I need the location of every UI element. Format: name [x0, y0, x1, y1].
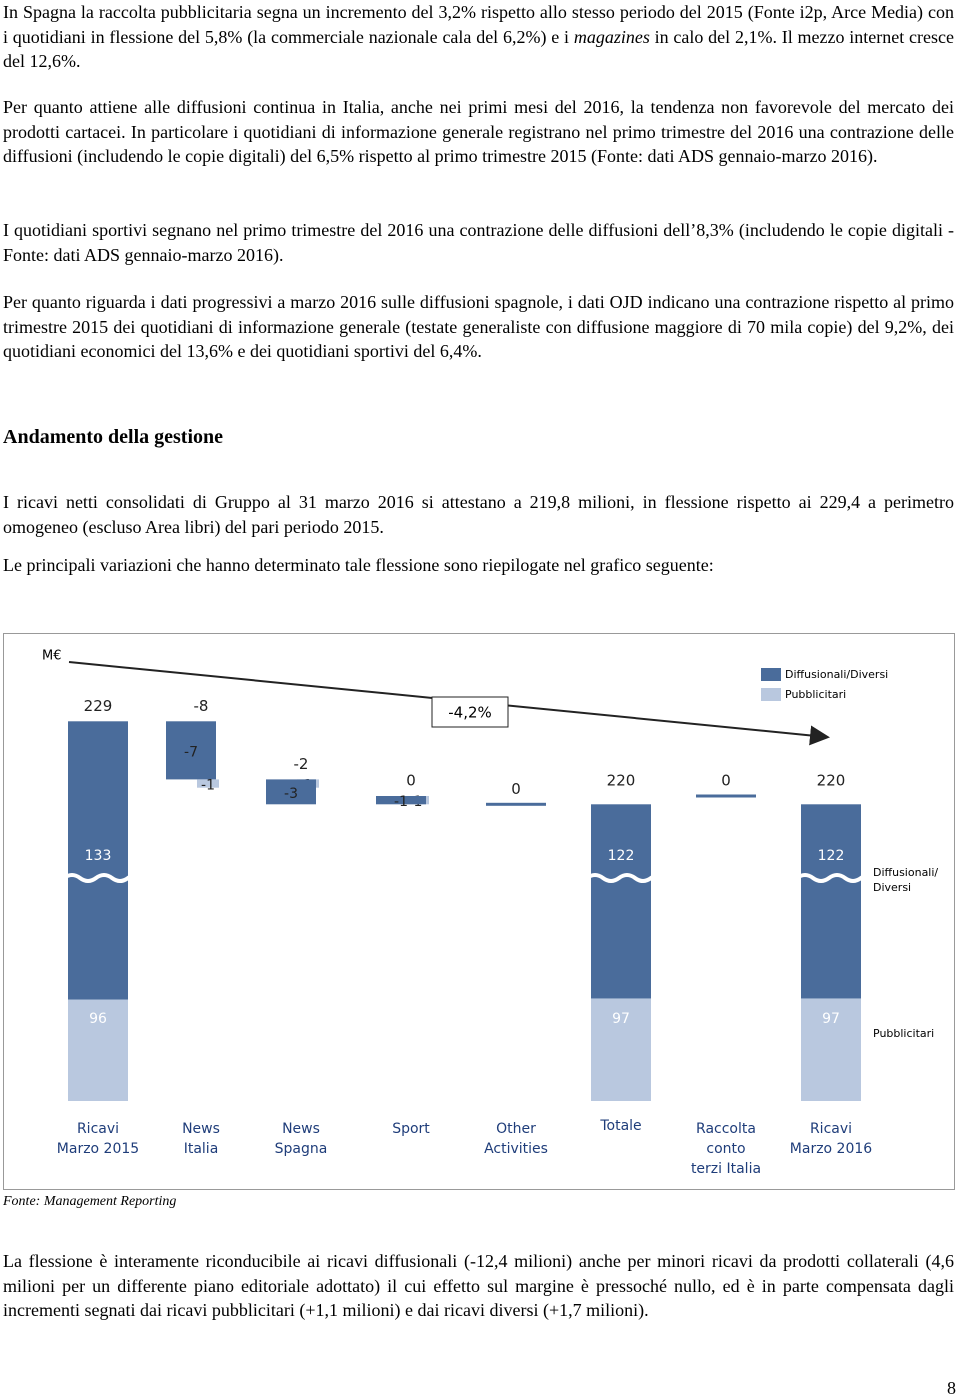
total-label: 0 [406, 772, 416, 790]
axis-break [62, 873, 146, 883]
segment-label: -7 [184, 744, 198, 760]
category-label: Sport [392, 1121, 430, 1137]
segment-label: -1 [394, 794, 408, 810]
segment-label: -1 [201, 778, 215, 794]
segment-label: 122 [818, 848, 845, 864]
side-label: Diffusionali/Diversi [873, 866, 938, 894]
paragraph: In Spagna la raccolta pubblicitaria segn… [3, 0, 954, 74]
paragraph: Per quanto attiene alle diffusioni conti… [3, 97, 954, 166]
category-label: News Italia [182, 1121, 220, 1157]
legend-swatch [761, 668, 781, 681]
total-label: -8 [194, 697, 209, 715]
segment-label: 96 [89, 1011, 107, 1027]
segment-label: 133 [85, 848, 112, 864]
paragraph: Le principali variazioni che hanno deter… [3, 555, 714, 575]
bar-segment [801, 998, 861, 1101]
text: in calo del 2,1%. Il mezzo internet cres… [3, 26, 954, 72]
total-label: 0 [721, 772, 731, 790]
axis-break [585, 873, 669, 883]
category-label: Raccolta conto terzi Italia [690, 1121, 762, 1177]
category-label: Other Activities [484, 1121, 548, 1157]
total-label: -2 [294, 755, 309, 773]
page-number: 8 [947, 1378, 956, 1398]
bar-line [486, 802, 546, 806]
heading: Andamento della gestione [3, 426, 223, 448]
category-label: Totale [600, 1118, 642, 1134]
side-label: Pubblicitari [873, 1027, 934, 1040]
change-label: -4,2% [448, 704, 492, 722]
chart-svg: M€ -4,2% 96133229-7-1-81-3-21-1009712222… [42, 649, 938, 1101]
total-label: 220 [607, 772, 636, 790]
legend-label: Diffusionali/Diversi [785, 668, 888, 681]
paragraph: I ricavi netti consolidati di Gruppo al … [3, 492, 954, 537]
change-box [431, 696, 509, 728]
segment-label: -3 [284, 786, 298, 802]
text: magazines [573, 26, 650, 47]
bar-segment [591, 804, 651, 999]
text: In Spagna la raccolta pubblicitaria segn… [3, 2, 954, 47]
segment-label: 122 [608, 848, 635, 864]
legend-swatch [761, 688, 781, 701]
bar-segment [591, 998, 651, 1101]
category-label: Ricavi Marzo 2016 [789, 1121, 873, 1157]
bar-segment [68, 999, 128, 1101]
axis-break [795, 873, 879, 883]
unit-label: M€ [42, 649, 62, 664]
bar-segment [376, 796, 426, 805]
segment-label: 97 [612, 1011, 630, 1027]
source: Fonte: Management Reporting [3, 1194, 177, 1209]
category-label: Ricavi Marzo 2015 [56, 1121, 140, 1157]
segment-label: 97 [822, 1011, 840, 1027]
category-label: News Spagna [274, 1121, 328, 1157]
bar-segment [197, 779, 219, 788]
bar-segment [166, 721, 216, 780]
paragraph: I quotidiani sportivi segnano nel primo … [3, 220, 954, 265]
paragraph: La flessione è interamente riconducibile… [3, 1251, 954, 1320]
legend-label: Pubblicitari [785, 688, 846, 701]
chart: M€ -4,2% 96133229-7-1-81-3-21-1009712222… [3, 633, 955, 1190]
bar-segment [68, 721, 128, 1000]
total-label: 229 [84, 697, 113, 715]
bar-segment [801, 804, 861, 999]
total-label: 220 [817, 772, 846, 790]
bar-line [696, 794, 756, 798]
paragraph: Per quanto riguarda i dati progressivi a… [3, 292, 954, 361]
bar-segment [266, 779, 316, 805]
total-label: 0 [511, 780, 521, 798]
